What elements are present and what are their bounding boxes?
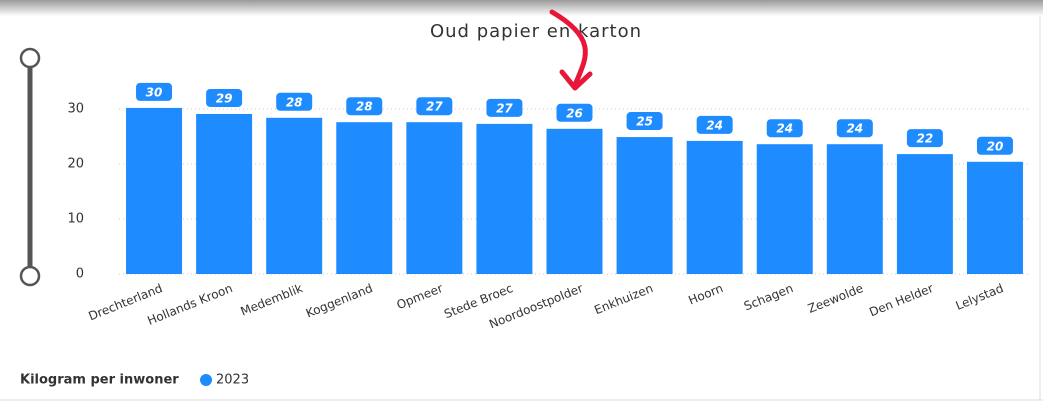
y-tick-label: 0 [76,267,84,282]
bar [896,154,953,274]
slider-handle[interactable] [19,265,41,287]
data-label-box [136,82,173,101]
data-label: 22 [917,132,934,146]
legend-label: 2023 [216,373,249,388]
chart-title: Oud papier en karton [430,21,642,42]
data-label-box [696,115,733,134]
data-label-box [976,136,1013,155]
x-tick-label: Lelystad [954,281,1006,313]
data-label-box [766,119,803,138]
x-tick-label: Den Helder [867,281,935,319]
bar [126,107,183,275]
data-label-box [906,129,943,148]
data-label-box [346,97,383,116]
legend-title: Kilogram per inwoner [20,373,179,388]
bar [966,161,1023,274]
y-tick-label: 30 [67,102,84,117]
data-label: 27 [426,100,443,114]
bar [406,122,463,274]
data-label-box [206,88,243,107]
bar [266,117,323,274]
legend-swatch [200,374,212,386]
data-label: 24 [846,122,863,136]
data-label: 26 [566,106,583,120]
data-label: 24 [706,118,723,132]
x-tick-label: Opmeer [395,281,445,312]
data-label-box [556,103,593,122]
bar [476,123,533,274]
bar [336,122,393,274]
data-label: 25 [636,115,653,129]
data-label: 27 [496,101,513,115]
bar [756,144,813,274]
x-tick-label: Hoorn [686,281,725,307]
x-tick-label: Koggenland [304,281,375,320]
data-label-box [626,112,663,131]
data-label-box [486,98,523,117]
x-tick-label: Zeewolde [806,281,865,316]
data-label: 28 [356,100,373,114]
bar [616,137,673,274]
x-tick-label: Schagen [742,281,795,313]
slider-handle[interactable] [19,47,41,69]
data-label: 29 [216,91,233,105]
bar [546,128,603,274]
y-tick-label: 20 [67,157,84,172]
x-tick-label: Medemblik [238,281,304,319]
data-label: 20 [987,139,1004,153]
data-label-box [276,92,313,111]
data-label-box [416,97,453,116]
arrow-head [559,69,593,91]
arrow [549,9,588,88]
data-label: 28 [286,95,303,109]
bar [686,140,743,274]
data-label-box [836,119,873,138]
bar [196,113,253,274]
data-label: 30 [146,85,163,99]
x-tick-label: Enkhuizen [592,281,655,317]
y-tick-label: 10 [67,212,84,227]
bar [826,144,883,274]
top-shadow [0,0,1043,16]
data-label: 24 [776,122,793,136]
